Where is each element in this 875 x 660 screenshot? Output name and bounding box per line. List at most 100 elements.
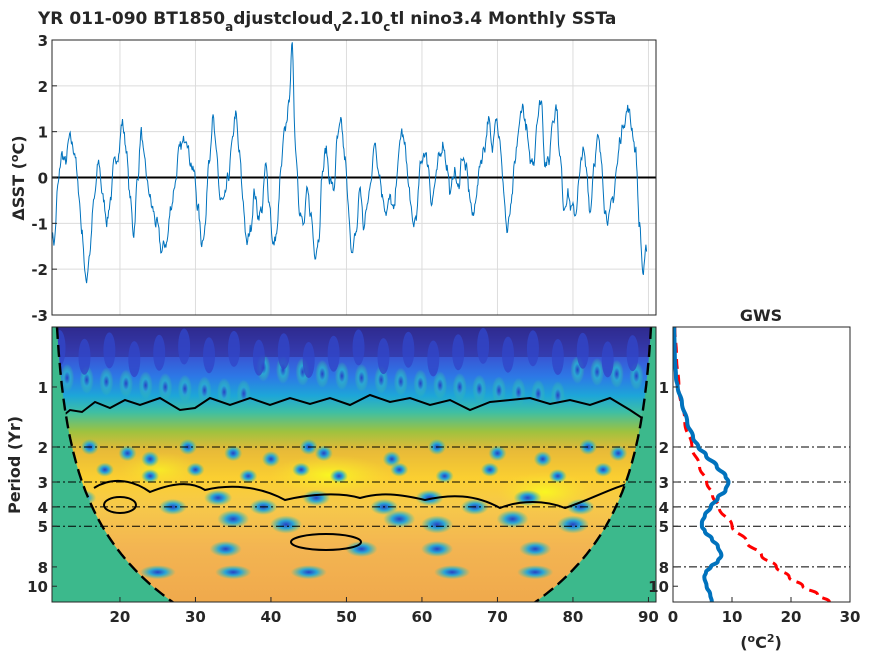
wavelet-axes-box: [51, 326, 657, 603]
wavelet-x-tick-labels: 20 30 40 50 60 70 80 90: [110, 597, 659, 626]
wavelet-short-period-blob: [302, 342, 315, 378]
low-power-spot: [186, 462, 205, 477]
wavelet-short-period-blob: [427, 340, 440, 377]
low-power-spot: [261, 451, 280, 468]
coi-right-boundary: [533, 327, 653, 602]
low-power-spot: [421, 515, 454, 534]
low-power-spot: [579, 438, 598, 455]
low-power-spot: [433, 371, 448, 400]
low-power-spot: [329, 469, 348, 484]
wavelet-y-axis-label: Period (Yr): [5, 416, 24, 514]
low-power-spot: [590, 357, 605, 386]
gws-y-tick-label: 2: [659, 439, 669, 457]
low-power-spot: [517, 565, 554, 580]
wavelet-short-period-blob: [128, 341, 141, 378]
chart-title: YR 011-090 BT1850adjustcloudv2.10ctl nin…: [37, 9, 616, 34]
low-power-spot: [390, 462, 409, 477]
low-power-spot: [302, 489, 331, 506]
sst-y-tick-label: 2: [38, 78, 48, 96]
sst-time-series-panel: 3 2 1 0 -1 -2 -3 ΔSST (oC): [8, 32, 657, 325]
low-power-spot: [434, 565, 471, 580]
gws-x-axis-label: (oC2): [740, 632, 782, 653]
wavelet-short-period-blob: [626, 335, 639, 372]
wavelet-short-period-blob: [327, 335, 340, 372]
wavelet-x-tick-label: 60: [412, 608, 433, 626]
sst-y-axis-label: ΔSST (oC): [8, 135, 29, 220]
low-power-spot: [421, 540, 454, 557]
gws-reference-period-lines: [673, 446, 850, 568]
gws-y-tick-label: 4: [659, 499, 669, 517]
low-power-spot: [383, 510, 416, 529]
gws-y-tick-labels: 1 2 3 45 810: [648, 379, 678, 596]
wavelet-short-period-blob: [576, 332, 589, 369]
low-power-spot: [290, 565, 327, 580]
wavelet-y-tick-label: 2: [38, 439, 48, 457]
gws-x-tick-label: 10: [722, 608, 743, 626]
low-power-spot: [452, 372, 467, 401]
wavelet-x-tick-label: 20: [110, 608, 131, 626]
wavelet-x-tick-label: 80: [563, 608, 584, 626]
wavelet-short-period-blob: [601, 341, 614, 378]
wavelet-y-tick-label: 8: [38, 559, 48, 577]
gws-x-tick-label: 0: [668, 608, 678, 626]
low-power-spot: [292, 462, 311, 477]
sst-y-tick-labels: 3 2 1 0 -1 -2 -3: [31, 32, 57, 325]
low-power-spot: [415, 489, 444, 506]
low-power-spot: [594, 462, 613, 477]
wavelet-y-tick-label: 10: [27, 578, 48, 596]
wavelet-power-panel: [52, 327, 656, 602]
low-power-spot: [224, 445, 243, 462]
wavelet-reference-period-lines: [52, 446, 656, 527]
low-power-spot: [531, 379, 546, 408]
sst-y-tick-label: -2: [31, 261, 48, 279]
low-power-spot: [209, 540, 242, 557]
low-power-spot: [480, 462, 499, 477]
gws-axes-box: [672, 326, 851, 603]
low-power-spot: [345, 540, 378, 557]
coi-left-boundary: [55, 327, 175, 602]
low-power-spot: [177, 374, 192, 403]
significance-contour-island-center: [290, 533, 362, 551]
low-power-spot: [204, 489, 233, 506]
wavelet-y-tick-label: 3: [38, 474, 48, 492]
wavelet-short-period-blob: [477, 327, 490, 364]
gws-x-tick-label: 20: [781, 608, 802, 626]
low-power-spot: [354, 363, 369, 392]
wavelet-x-tick-label: 50: [336, 608, 357, 626]
wavelet-short-period-blob: [227, 330, 240, 367]
low-power-spot: [315, 359, 330, 388]
low-power-spot: [472, 374, 487, 403]
low-power-spot: [334, 361, 349, 390]
low-power-spot: [158, 372, 173, 401]
low-power-spot: [609, 445, 628, 462]
gws-background: [673, 327, 850, 602]
low-power-spot: [118, 369, 133, 398]
wavelet-x-tick-label: 30: [185, 608, 206, 626]
low-power-spot: [511, 378, 526, 407]
low-power-spot: [141, 451, 160, 468]
low-power-spot: [239, 469, 258, 484]
gws-y-tick-label: 8: [659, 559, 669, 577]
sst-y-tick-label: 0: [38, 170, 48, 188]
wavelet-short-period-blob: [526, 330, 539, 367]
low-power-spot: [550, 381, 565, 410]
wavelet-y-tick-label: 5: [38, 518, 48, 536]
low-power-spot: [118, 445, 137, 462]
significance-contour-upper: [55, 393, 646, 461]
low-power-spot: [382, 451, 401, 468]
low-power-spot: [393, 367, 408, 396]
wavelet-short-period-blob: [402, 331, 415, 368]
wavelet-short-period-blob: [178, 328, 191, 365]
low-power-spot: [236, 379, 251, 408]
low-power-spot: [139, 565, 176, 580]
wavelet-short-period-blob: [277, 333, 290, 370]
wavelet-short-period-blob: [78, 338, 91, 375]
low-power-spot: [609, 359, 624, 388]
low-power-spot: [95, 462, 114, 477]
sst-y-tick-label: 3: [38, 32, 48, 50]
low-power-spot: [435, 469, 454, 484]
gws-y-tick-label: 3: [659, 474, 669, 492]
